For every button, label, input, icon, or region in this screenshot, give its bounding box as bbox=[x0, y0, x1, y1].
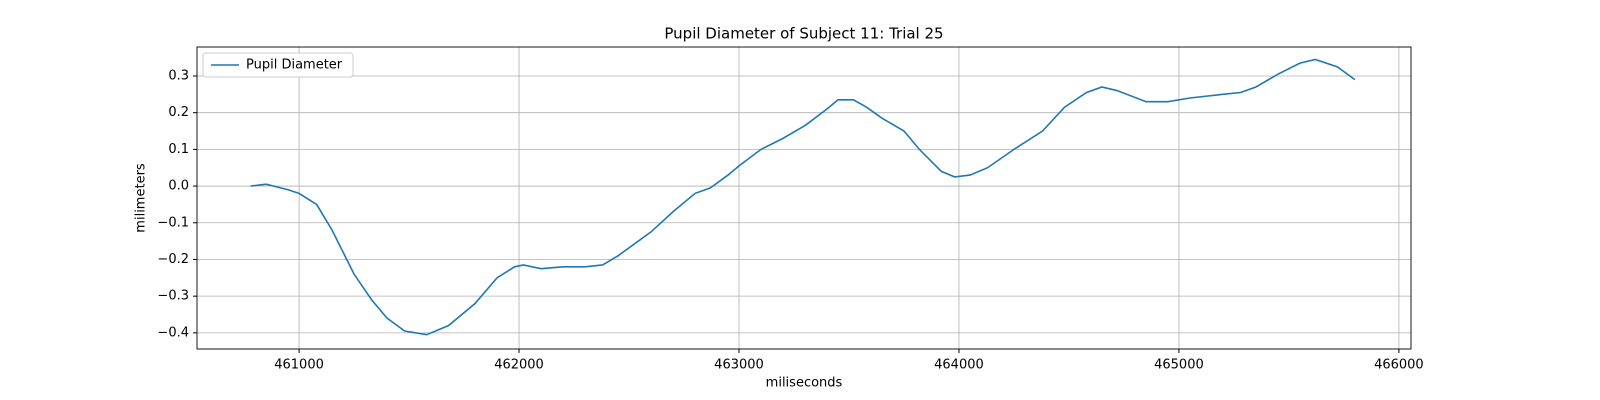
chart-title: Pupil Diameter of Subject 11: Trial 25 bbox=[664, 25, 943, 43]
x-tick-label: 463000 bbox=[714, 358, 764, 373]
y-tick-label: −0.2 bbox=[157, 252, 189, 267]
x-axis-label: miliseconds bbox=[766, 376, 843, 391]
y-tick-label: 0.2 bbox=[168, 105, 189, 120]
y-tick-label: 0.3 bbox=[168, 68, 189, 83]
y-tick-label: −0.4 bbox=[157, 325, 189, 340]
x-tick-label: 466000 bbox=[1374, 358, 1424, 373]
x-tick-label: 465000 bbox=[1154, 358, 1204, 373]
y-tick-label: 0.0 bbox=[168, 179, 189, 194]
y-axis-label: milimeters bbox=[134, 163, 149, 233]
y-tick-label: 0.1 bbox=[168, 142, 189, 157]
x-tick-label: 462000 bbox=[494, 358, 544, 373]
data-line bbox=[250, 58, 1356, 336]
y-tick-label: −0.3 bbox=[157, 289, 189, 304]
y-tick-label: −0.1 bbox=[157, 215, 189, 230]
x-tick-label: 464000 bbox=[934, 358, 984, 373]
x-tick-label: 461000 bbox=[274, 358, 324, 373]
legend-box bbox=[202, 52, 354, 78]
plot-frame bbox=[196, 46, 1412, 350]
legend-label: Pupil Diameter bbox=[246, 58, 343, 73]
